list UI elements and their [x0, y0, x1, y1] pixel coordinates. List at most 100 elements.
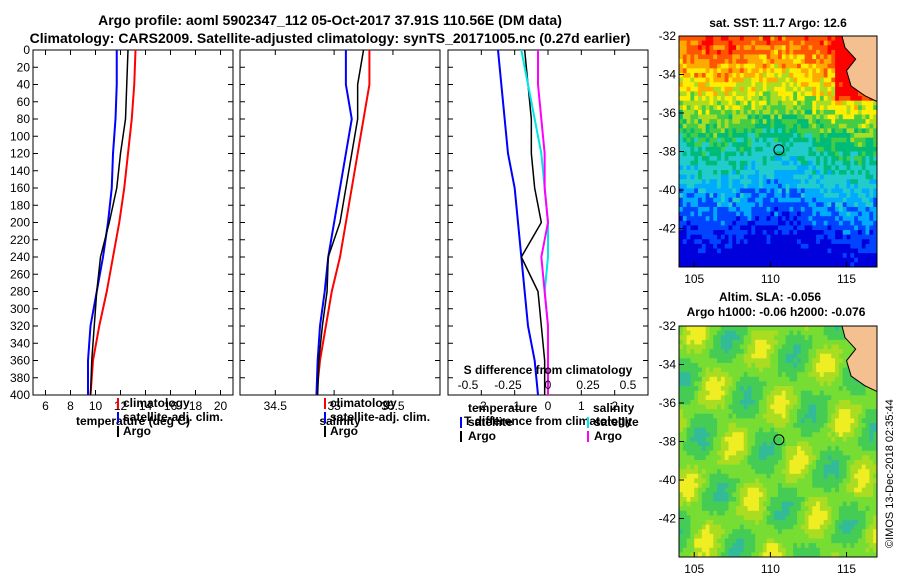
field-cell — [819, 501, 825, 507]
field-cell — [739, 446, 745, 452]
field-cell — [701, 459, 707, 465]
field-cell — [831, 349, 836, 355]
field-cell — [774, 358, 779, 364]
field-cell — [808, 59, 813, 65]
field-cell — [774, 344, 779, 350]
field-cell — [861, 432, 866, 438]
field-cell — [857, 395, 863, 401]
field-cell — [797, 211, 802, 217]
field-cell — [698, 432, 703, 438]
field-cell — [720, 432, 726, 438]
field-cell — [823, 501, 828, 507]
field-cell — [766, 492, 771, 498]
field-cell — [732, 248, 737, 254]
field-cell — [682, 96, 688, 102]
field-cell — [770, 496, 775, 502]
field-cell — [724, 216, 729, 222]
field-cell — [690, 40, 695, 46]
field-cell — [705, 367, 710, 373]
field-cell — [720, 160, 726, 166]
field-cell — [717, 372, 722, 378]
field-cell — [717, 469, 722, 475]
field-cell — [778, 496, 783, 502]
field-cell — [793, 362, 798, 368]
field-cell — [770, 455, 775, 461]
field-cell — [778, 473, 783, 479]
field-cell — [842, 469, 847, 475]
depth-tick-label: 0 — [23, 43, 30, 57]
field-cell — [842, 183, 847, 189]
field-cell — [743, 478, 748, 484]
field-cell — [778, 390, 783, 396]
field-cell — [739, 432, 745, 438]
field-cell — [755, 105, 760, 111]
field-cell — [762, 193, 767, 199]
field-cell — [751, 151, 756, 157]
field-cell — [797, 169, 802, 175]
field-cell — [797, 156, 802, 162]
field-cell — [766, 455, 771, 461]
difference-top-xlabel: S difference from climatology — [464, 363, 633, 377]
field-cell — [690, 216, 695, 222]
field-cell — [732, 72, 737, 78]
field-cell — [766, 413, 771, 419]
field-cell — [739, 441, 745, 447]
field-cell — [736, 193, 741, 199]
difference-top-tick-label: 0.25 — [576, 378, 600, 392]
field-cell — [682, 349, 688, 355]
field-cell — [698, 413, 703, 419]
field-cell — [694, 326, 699, 332]
field-cell — [747, 441, 752, 447]
field-cell — [785, 119, 790, 125]
field-cell — [724, 202, 729, 208]
field-cell — [758, 156, 764, 162]
field-cell — [717, 239, 722, 245]
field-cell — [713, 109, 718, 115]
field-cell — [797, 142, 802, 148]
field-cell — [789, 206, 794, 212]
field-cell — [732, 349, 737, 355]
field-cell — [785, 404, 790, 410]
field-cell — [797, 197, 802, 203]
field-cell — [838, 165, 844, 171]
field-cell — [808, 137, 813, 143]
field-cell — [705, 459, 710, 465]
field-cell — [713, 179, 718, 185]
field-cell — [694, 372, 699, 378]
field-cell — [709, 441, 714, 447]
field-cell — [694, 128, 699, 134]
field-cell — [743, 169, 748, 175]
field-cell — [736, 169, 741, 175]
field-cell — [720, 399, 726, 405]
field-cell — [819, 72, 825, 78]
field-cell — [793, 248, 798, 254]
field-cell — [770, 36, 775, 42]
field-cell — [717, 413, 722, 419]
field-cell — [846, 100, 851, 106]
field-cell — [732, 473, 737, 479]
field-cell — [743, 418, 748, 424]
field-cell — [762, 128, 767, 134]
field-cell — [743, 86, 748, 92]
field-cell — [762, 487, 767, 493]
field-cell — [857, 469, 863, 475]
field-cell — [739, 165, 745, 171]
field-cell — [766, 36, 771, 42]
field-cell — [816, 160, 821, 166]
field-cell — [698, 151, 703, 157]
field-cell — [812, 501, 817, 507]
field-cell — [816, 459, 821, 465]
field-cell — [785, 59, 790, 65]
field-cell — [705, 234, 710, 240]
field-cell — [861, 257, 866, 263]
field-cell — [679, 492, 684, 498]
field-cell — [854, 234, 859, 240]
field-cell — [770, 202, 775, 208]
field-cell — [770, 146, 775, 152]
field-cell — [835, 427, 840, 433]
field-cell — [686, 344, 691, 350]
field-cell — [835, 399, 840, 405]
field-cell — [686, 146, 691, 152]
field-cell — [732, 427, 737, 433]
field-cell — [857, 193, 863, 199]
